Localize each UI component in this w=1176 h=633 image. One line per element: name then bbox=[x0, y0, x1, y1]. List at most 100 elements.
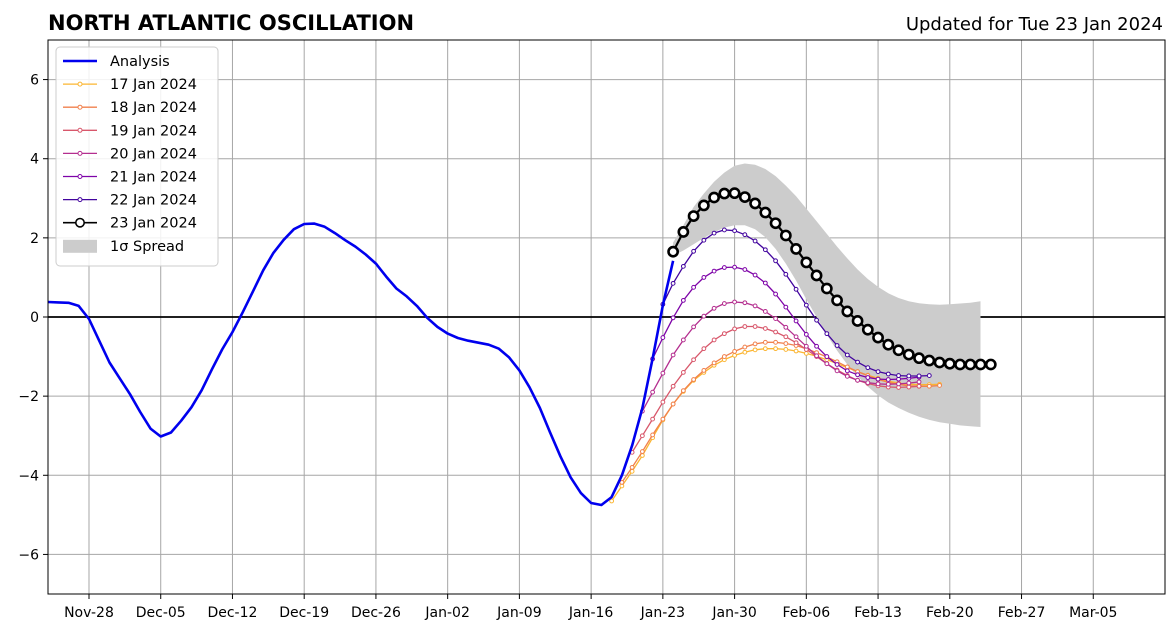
forecast-point bbox=[687, 210, 700, 222]
forecast-point bbox=[793, 286, 799, 292]
x-tick-label: Jan-02 bbox=[424, 605, 469, 621]
forecast-point bbox=[974, 358, 987, 371]
forecast-point bbox=[882, 338, 895, 351]
forecast-point bbox=[844, 352, 850, 358]
forecast-point bbox=[906, 373, 912, 379]
forecast-point bbox=[790, 243, 802, 255]
forecast-point bbox=[691, 377, 697, 382]
forecast-point bbox=[814, 353, 819, 359]
forecast-point bbox=[803, 332, 809, 337]
forecast-point bbox=[844, 373, 850, 379]
legend-label: 20 Jan 2024 bbox=[110, 146, 197, 162]
forecast-point bbox=[732, 352, 737, 358]
legend-item: 1σ Spread bbox=[63, 239, 184, 255]
legend-label: 1σ Spread bbox=[110, 239, 184, 255]
forecast-point bbox=[779, 229, 792, 242]
forecast-point bbox=[937, 383, 942, 388]
forecast-point bbox=[783, 271, 789, 277]
forecast-point bbox=[749, 197, 761, 210]
x-tick-label: Jan-30 bbox=[711, 605, 756, 621]
forecast-point bbox=[711, 230, 717, 236]
forecast-point bbox=[742, 300, 748, 306]
forecast-point bbox=[732, 349, 737, 354]
legend-label: Analysis bbox=[110, 54, 170, 70]
legend-item: 19 Jan 2024 bbox=[63, 123, 197, 139]
forecast-point bbox=[841, 305, 854, 318]
forecast-point bbox=[892, 344, 905, 357]
forecast-point bbox=[783, 341, 789, 346]
forecast-point bbox=[742, 324, 748, 329]
forecast-point bbox=[803, 351, 809, 356]
x-tick-label: Dec-26 bbox=[351, 605, 401, 621]
forecast-point bbox=[913, 352, 925, 365]
forecast-point bbox=[885, 377, 891, 382]
forecast-point bbox=[851, 315, 864, 327]
legend-swatch bbox=[63, 239, 97, 253]
forecast-point bbox=[783, 334, 789, 340]
forecast-point bbox=[861, 323, 874, 336]
x-tick-label: Jan-23 bbox=[640, 605, 685, 621]
forecast-point bbox=[708, 191, 721, 204]
x-tick-label: Nov-28 bbox=[64, 605, 114, 621]
forecast-point bbox=[721, 331, 727, 337]
legend-marker bbox=[77, 197, 83, 203]
forecast-point bbox=[732, 264, 737, 270]
forecast-point bbox=[769, 217, 782, 230]
legend-item: 17 Jan 2024 bbox=[63, 77, 197, 93]
forecast-point bbox=[896, 381, 901, 387]
forecast-point bbox=[691, 324, 697, 330]
analysis-line bbox=[47, 222, 675, 507]
legend-box bbox=[55, 46, 219, 267]
forecast-point bbox=[916, 379, 922, 385]
x-tick-label: Feb-20 bbox=[926, 605, 974, 621]
forecast-point bbox=[691, 357, 697, 363]
y-axis: 6 4 2 0 −2 −4 −6 bbox=[18, 73, 48, 563]
y-tick-label: 4 bbox=[30, 152, 39, 168]
forecast-point bbox=[824, 354, 830, 359]
legend-marker bbox=[77, 174, 83, 179]
legend-item: 22 Jan 2024 bbox=[63, 193, 197, 209]
legend-label: 22 Jan 2024 bbox=[110, 193, 197, 209]
forecast-point bbox=[906, 384, 912, 390]
forecast-point bbox=[865, 365, 871, 371]
forecast-point bbox=[721, 227, 727, 233]
forecast-point bbox=[855, 359, 860, 365]
x-axis: Nov-28 Dec-05 Dec-12 Dec-19 Dec-26 Jan-02 Jan-… bbox=[64, 594, 1117, 621]
forecast-point bbox=[759, 206, 772, 219]
forecast-point bbox=[742, 267, 748, 272]
y-tick-label: 0 bbox=[30, 310, 39, 326]
forecast-point bbox=[964, 358, 977, 371]
forecast-point bbox=[732, 228, 737, 234]
forecast-point bbox=[701, 313, 707, 319]
forecast-point bbox=[855, 372, 860, 378]
forecast-point bbox=[906, 380, 912, 386]
forecast-point bbox=[721, 354, 727, 359]
forecast-point bbox=[650, 432, 656, 438]
y-tick-label: 6 bbox=[30, 73, 39, 89]
forecast-point bbox=[660, 370, 666, 376]
legend-marker bbox=[77, 127, 83, 133]
forecast-point bbox=[824, 331, 830, 337]
forecast-point bbox=[701, 275, 707, 280]
x-tick-label: Mar-05 bbox=[1069, 605, 1117, 621]
forecast-point bbox=[680, 337, 686, 343]
forecast-point bbox=[875, 381, 881, 387]
forecast-point bbox=[728, 187, 741, 200]
forecast-point bbox=[752, 238, 758, 244]
forecast-point bbox=[670, 280, 676, 286]
spread-area bbox=[673, 163, 981, 427]
forecast-point bbox=[814, 343, 819, 349]
forecast-point bbox=[885, 381, 891, 387]
forecast-point bbox=[773, 316, 778, 321]
forecast-point bbox=[718, 187, 731, 200]
forecast-point bbox=[773, 258, 778, 264]
series-layer bbox=[47, 187, 997, 507]
forecast-point bbox=[670, 352, 676, 358]
forecast-point bbox=[697, 199, 710, 212]
forecast-point bbox=[773, 291, 778, 297]
forecast-point bbox=[670, 315, 676, 321]
forecast-point bbox=[721, 301, 727, 306]
forecast-point bbox=[639, 449, 645, 454]
forecast-series bbox=[660, 227, 932, 379]
forecast-point bbox=[680, 370, 686, 375]
